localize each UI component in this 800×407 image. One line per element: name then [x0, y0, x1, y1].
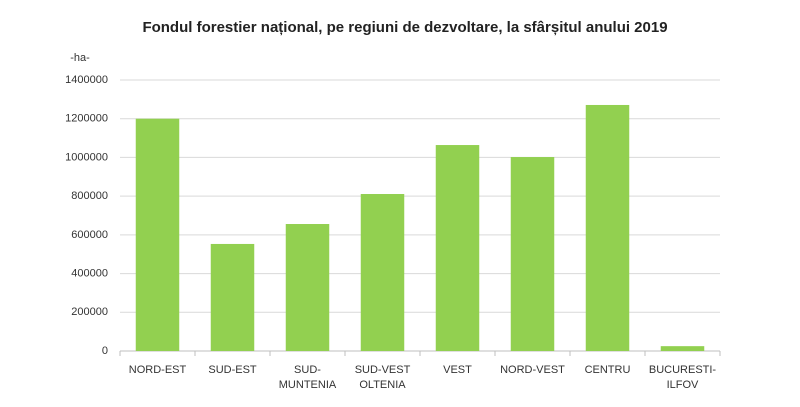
y-tick-label: 1000000 — [65, 151, 108, 163]
y-tick-label: 1400000 — [65, 74, 108, 86]
bar — [135, 118, 180, 351]
bar — [585, 104, 630, 352]
y-tick-label: 1200000 — [65, 113, 108, 125]
x-tick-label: CENTRU — [585, 364, 631, 376]
y-tick-label: 600000 — [71, 229, 108, 241]
x-tick-label: VEST — [443, 364, 472, 376]
x-tick-label: BUCURESTI-ILFOV — [649, 364, 717, 391]
bar — [510, 157, 555, 351]
y-tick-label: 0 — [102, 345, 108, 357]
bar — [285, 224, 330, 351]
bar — [210, 243, 255, 351]
bar — [660, 346, 705, 351]
x-tick-label: SUD-VEST OLTENIA — [355, 364, 411, 391]
x-tick-label: SUD-MUNTENIA — [279, 364, 337, 391]
y-tick-label: 400000 — [71, 267, 108, 279]
y-axis-label: -ha- — [70, 52, 90, 64]
y-tick-label: 800000 — [71, 190, 108, 202]
chart-title: Fondul forestier național, pe regiuni de… — [142, 19, 667, 36]
bar — [360, 194, 405, 351]
bar — [435, 145, 480, 351]
x-tick-label: NORD-EST — [129, 364, 187, 376]
x-tick-label: NORD-VEST — [500, 364, 565, 376]
y-tick-label: 200000 — [71, 306, 108, 318]
x-tick-label: SUD-EST — [208, 364, 257, 376]
